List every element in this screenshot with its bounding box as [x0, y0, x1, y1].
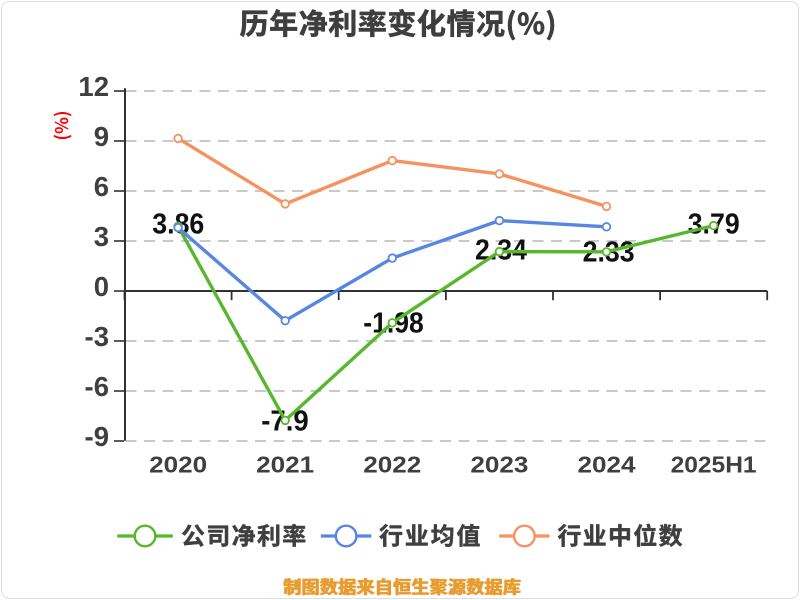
- svg-text:0: 0: [94, 271, 109, 302]
- svg-text:12: 12: [78, 71, 109, 102]
- svg-text:2020: 2020: [149, 452, 207, 478]
- svg-text:2023: 2023: [470, 452, 528, 478]
- svg-text:2024: 2024: [578, 452, 636, 478]
- svg-text:6: 6: [94, 171, 109, 202]
- svg-text:9: 9: [94, 121, 109, 152]
- svg-text:3: 3: [94, 221, 109, 252]
- svg-text:-3: -3: [85, 321, 109, 352]
- svg-text:2021: 2021: [256, 452, 314, 478]
- svg-text:2022: 2022: [363, 452, 421, 478]
- svg-text:-9: -9: [85, 421, 109, 452]
- svg-text:-6: -6: [85, 371, 109, 402]
- svg-text:2025H1: 2025H1: [671, 452, 757, 478]
